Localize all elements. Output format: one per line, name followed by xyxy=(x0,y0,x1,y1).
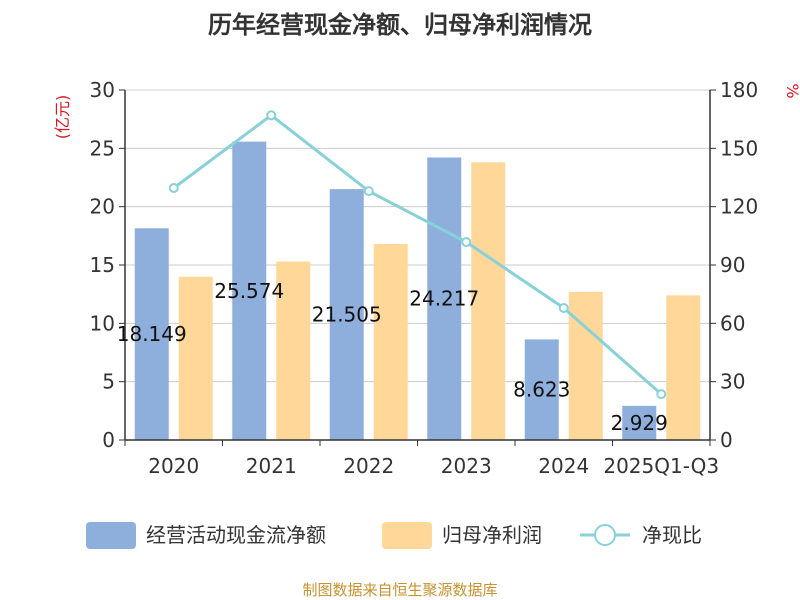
bar-data-label: 8.623 xyxy=(513,378,570,402)
line-point-cash-to-profit-ratio xyxy=(363,186,374,197)
line-point-cash-to-profit-ratio xyxy=(656,389,667,400)
x-axis-tick-label: 2021 xyxy=(246,454,297,478)
bar-data-label: 21.505 xyxy=(312,303,382,327)
x-axis-tick-label: 2024 xyxy=(538,454,589,478)
legend-operating-cash-flow-label: 经营活动现金流净额 xyxy=(146,523,326,547)
left-axis-tick-label: 25 xyxy=(90,136,115,160)
right-axis-tick-label: 30 xyxy=(720,370,745,394)
bar-operating-cash-flow xyxy=(329,189,364,440)
bar-net-profit xyxy=(471,162,506,441)
right-axis-tick-label: 120 xyxy=(720,195,758,219)
bar-net-profit xyxy=(666,295,701,440)
x-axis-tick-label: 2020 xyxy=(148,454,199,478)
line-point-cash-to-profit-ratio xyxy=(266,110,277,121)
right-axis-tick-label: 150 xyxy=(720,136,758,160)
bar-operating-cash-flow xyxy=(427,157,462,441)
line-point-cash-to-profit-ratio xyxy=(558,302,569,313)
bar-net-profit xyxy=(373,244,408,440)
left-axis-tick-label: 15 xyxy=(90,253,115,277)
legend-cash-to-profit-ratio-swatch-marker xyxy=(594,524,616,546)
label-layer: 18.149 25.574 21.505 24.217 8.623 2.929 xyxy=(117,279,668,435)
chart-title: 历年经营现金净额、归母净利润情况 xyxy=(208,11,592,39)
line-point-cash-to-profit-ratio xyxy=(461,237,472,248)
axis-layer: 0 5 10 15 20 25 30 0 30 60 90 120 150 180 2020 2021 2022… xyxy=(90,78,759,478)
legend-cash-to-profit-ratio: 净现比 xyxy=(580,523,702,547)
bar-operating-cash-flow xyxy=(134,228,169,440)
right-axis-tick-label: 60 xyxy=(720,311,745,335)
left-axis-tick-label: 10 xyxy=(90,311,115,335)
right-axis-tick-label: 90 xyxy=(720,253,745,277)
legend: 经营活动现金流净额 归母净利润 净现比 xyxy=(86,522,702,549)
left-axis-tick-label: 20 xyxy=(90,195,115,219)
left-axis-unit: (亿元) xyxy=(53,95,72,140)
legend-cash-to-profit-ratio-label: 净现比 xyxy=(642,523,702,547)
bar-operating-cash-flow xyxy=(232,141,267,441)
legend-net-profit: 归母净利润 xyxy=(382,522,542,549)
line-point-cash-to-profit-ratio xyxy=(168,183,179,193)
bar-operating-cash-flow xyxy=(524,339,559,440)
bar-data-label: 2.929 xyxy=(611,411,668,435)
bar-net-profit xyxy=(568,291,603,440)
left-axis-tick-label: 0 xyxy=(102,428,115,452)
x-axis-tick-label: 2023 xyxy=(441,454,492,478)
x-axis-tick-label: 2025Q1-Q3 xyxy=(603,454,719,478)
right-axis-tick-label: 0 xyxy=(720,428,733,452)
bar-data-label: 24.217 xyxy=(409,287,479,311)
bar-data-label: 25.574 xyxy=(214,279,284,303)
legend-operating-cash-flow: 经营活动现金流净额 xyxy=(86,522,326,549)
bar-data-label: 18.149 xyxy=(117,322,187,346)
left-axis-tick-label: 30 xyxy=(90,78,115,102)
data-source-note: 制图数据来自恒生聚源数据库 xyxy=(302,581,497,599)
legend-operating-cash-flow-swatch xyxy=(86,522,136,549)
bar-net-profit xyxy=(276,261,311,440)
bar-net-profit xyxy=(178,276,213,440)
line-layer xyxy=(168,110,667,400)
line-cash-to-profit-ratio xyxy=(172,113,663,396)
bar-operating-cash-flow xyxy=(622,405,657,440)
bar-layer xyxy=(134,141,701,441)
left-axis-tick-label: 5 xyxy=(102,370,115,394)
legend-net-profit-swatch xyxy=(382,522,432,549)
right-axis-tick-label: 180 xyxy=(720,78,758,102)
x-axis-tick-label: 2022 xyxy=(343,454,394,478)
grid-layer xyxy=(125,89,710,383)
legend-net-profit-label: 归母净利润 xyxy=(442,523,542,547)
right-axis-unit: % xyxy=(783,83,800,98)
